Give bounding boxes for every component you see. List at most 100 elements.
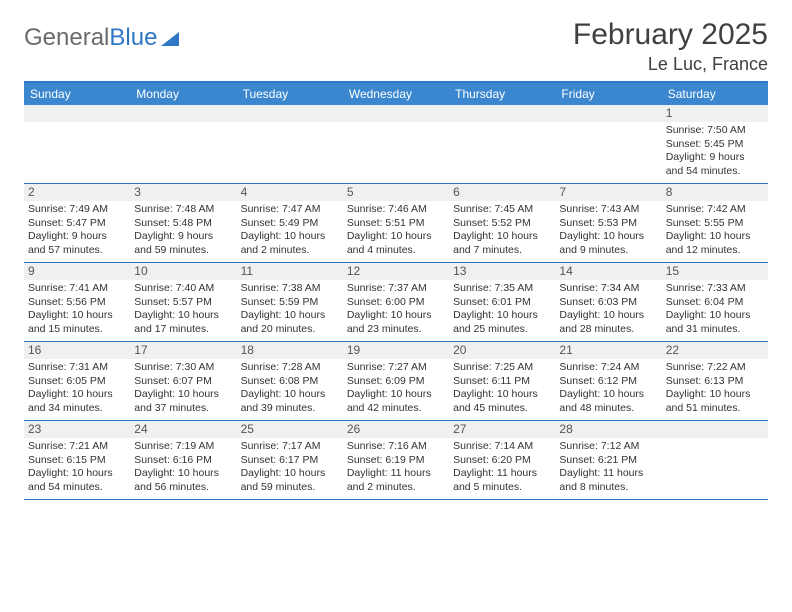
calendar-page: GeneralBlue February 2025 Le Luc, France…: [0, 0, 792, 518]
day-body: Sunrise: 7:38 AMSunset: 5:59 PMDaylight:…: [237, 280, 343, 341]
week-row: 2Sunrise: 7:49 AMSunset: 5:47 PMDaylight…: [24, 184, 768, 263]
day-number: 26: [343, 421, 449, 438]
day-cell: 10Sunrise: 7:40 AMSunset: 5:57 PMDayligh…: [130, 263, 236, 341]
day-cell: 18Sunrise: 7:28 AMSunset: 6:08 PMDayligh…: [237, 342, 343, 420]
day-body: Sunrise: 7:46 AMSunset: 5:51 PMDaylight:…: [343, 201, 449, 262]
sunset-text: Sunset: 6:13 PM: [666, 375, 764, 389]
day-body: Sunrise: 7:22 AMSunset: 6:13 PMDaylight:…: [662, 359, 768, 420]
sunset-text: Sunset: 5:55 PM: [666, 217, 764, 231]
day-body: Sunrise: 7:37 AMSunset: 6:00 PMDaylight:…: [343, 280, 449, 341]
day-body: Sunrise: 7:41 AMSunset: 5:56 PMDaylight:…: [24, 280, 130, 341]
day-number: 18: [237, 342, 343, 359]
sunrise-text: Sunrise: 7:37 AM: [347, 282, 445, 296]
month-title: February 2025: [573, 18, 768, 52]
logo-triangle-icon: [161, 32, 179, 46]
sunset-text: Sunset: 5:57 PM: [134, 296, 232, 310]
day-number: 16: [24, 342, 130, 359]
sunset-text: Sunset: 6:00 PM: [347, 296, 445, 310]
sunrise-text: Sunrise: 7:27 AM: [347, 361, 445, 375]
dow-monday: Monday: [130, 83, 236, 105]
week-row: 1Sunrise: 7:50 AMSunset: 5:45 PMDaylight…: [24, 105, 768, 184]
day-cell: [24, 105, 130, 183]
sunrise-text: Sunrise: 7:30 AM: [134, 361, 232, 375]
daylight-text: Daylight: 10 hours and 2 minutes.: [241, 230, 339, 257]
sunrise-text: Sunrise: 7:17 AM: [241, 440, 339, 454]
daylight-text: Daylight: 10 hours and 42 minutes.: [347, 388, 445, 415]
sunrise-text: Sunrise: 7:38 AM: [241, 282, 339, 296]
day-cell: [130, 105, 236, 183]
logo-word1: General: [24, 24, 109, 52]
daylight-text: Daylight: 10 hours and 54 minutes.: [28, 467, 126, 494]
sunrise-text: Sunrise: 7:48 AM: [134, 203, 232, 217]
day-cell: 23Sunrise: 7:21 AMSunset: 6:15 PMDayligh…: [24, 421, 130, 499]
sunset-text: Sunset: 5:48 PM: [134, 217, 232, 231]
day-body: Sunrise: 7:50 AMSunset: 5:45 PMDaylight:…: [662, 122, 768, 183]
day-number: 7: [555, 184, 661, 201]
day-cell: 6Sunrise: 7:45 AMSunset: 5:52 PMDaylight…: [449, 184, 555, 262]
dow-sunday: Sunday: [24, 83, 130, 105]
sunset-text: Sunset: 5:51 PM: [347, 217, 445, 231]
day-body: Sunrise: 7:12 AMSunset: 6:21 PMDaylight:…: [555, 438, 661, 499]
sunrise-text: Sunrise: 7:12 AM: [559, 440, 657, 454]
sunset-text: Sunset: 6:15 PM: [28, 454, 126, 468]
day-cell: 27Sunrise: 7:14 AMSunset: 6:20 PMDayligh…: [449, 421, 555, 499]
day-number: 3: [130, 184, 236, 201]
day-number: 14: [555, 263, 661, 280]
day-body: Sunrise: 7:28 AMSunset: 6:08 PMDaylight:…: [237, 359, 343, 420]
day-cell: 7Sunrise: 7:43 AMSunset: 5:53 PMDaylight…: [555, 184, 661, 262]
sunrise-text: Sunrise: 7:43 AM: [559, 203, 657, 217]
day-body: Sunrise: 7:48 AMSunset: 5:48 PMDaylight:…: [130, 201, 236, 262]
day-cell: [662, 421, 768, 499]
daylight-text: Daylight: 10 hours and 7 minutes.: [453, 230, 551, 257]
sunrise-text: Sunrise: 7:21 AM: [28, 440, 126, 454]
title-block: February 2025 Le Luc, France: [573, 18, 768, 75]
sunset-text: Sunset: 6:19 PM: [347, 454, 445, 468]
sunset-text: Sunset: 5:52 PM: [453, 217, 551, 231]
sunset-text: Sunset: 6:05 PM: [28, 375, 126, 389]
daylight-text: Daylight: 11 hours and 5 minutes.: [453, 467, 551, 494]
sunset-text: Sunset: 6:07 PM: [134, 375, 232, 389]
day-number: 12: [343, 263, 449, 280]
day-number: 8: [662, 184, 768, 201]
sunrise-text: Sunrise: 7:50 AM: [666, 124, 764, 138]
sunrise-text: Sunrise: 7:42 AM: [666, 203, 764, 217]
sunrise-text: Sunrise: 7:33 AM: [666, 282, 764, 296]
daylight-text: Daylight: 10 hours and 9 minutes.: [559, 230, 657, 257]
day-cell: 25Sunrise: 7:17 AMSunset: 6:17 PMDayligh…: [237, 421, 343, 499]
dow-wednesday: Wednesday: [343, 83, 449, 105]
day-cell: 20Sunrise: 7:25 AMSunset: 6:11 PMDayligh…: [449, 342, 555, 420]
sunset-text: Sunset: 6:12 PM: [559, 375, 657, 389]
day-number: 15: [662, 263, 768, 280]
day-body: Sunrise: 7:25 AMSunset: 6:11 PMDaylight:…: [449, 359, 555, 420]
day-cell: 2Sunrise: 7:49 AMSunset: 5:47 PMDaylight…: [24, 184, 130, 262]
calendar-grid: Sunday Monday Tuesday Wednesday Thursday…: [24, 81, 768, 500]
day-body: Sunrise: 7:30 AMSunset: 6:07 PMDaylight:…: [130, 359, 236, 420]
sunrise-text: Sunrise: 7:16 AM: [347, 440, 445, 454]
day-cell: 9Sunrise: 7:41 AMSunset: 5:56 PMDaylight…: [24, 263, 130, 341]
day-body: Sunrise: 7:27 AMSunset: 6:09 PMDaylight:…: [343, 359, 449, 420]
sunset-text: Sunset: 6:16 PM: [134, 454, 232, 468]
daylight-text: Daylight: 10 hours and 12 minutes.: [666, 230, 764, 257]
sunset-text: Sunset: 5:59 PM: [241, 296, 339, 310]
sunset-text: Sunset: 5:56 PM: [28, 296, 126, 310]
day-number: 19: [343, 342, 449, 359]
day-cell: 1Sunrise: 7:50 AMSunset: 5:45 PMDaylight…: [662, 105, 768, 183]
weeks-container: 1Sunrise: 7:50 AMSunset: 5:45 PMDaylight…: [24, 105, 768, 500]
day-number: 27: [449, 421, 555, 438]
day-number: 21: [555, 342, 661, 359]
sunset-text: Sunset: 6:17 PM: [241, 454, 339, 468]
day-cell: [237, 105, 343, 183]
day-cell: 14Sunrise: 7:34 AMSunset: 6:03 PMDayligh…: [555, 263, 661, 341]
day-cell: 13Sunrise: 7:35 AMSunset: 6:01 PMDayligh…: [449, 263, 555, 341]
day-cell: 4Sunrise: 7:47 AMSunset: 5:49 PMDaylight…: [237, 184, 343, 262]
day-cell: 17Sunrise: 7:30 AMSunset: 6:07 PMDayligh…: [130, 342, 236, 420]
day-number: 23: [24, 421, 130, 438]
day-body: Sunrise: 7:21 AMSunset: 6:15 PMDaylight:…: [24, 438, 130, 499]
location-label: Le Luc, France: [573, 54, 768, 75]
dow-thursday: Thursday: [449, 83, 555, 105]
day-body: Sunrise: 7:14 AMSunset: 6:20 PMDaylight:…: [449, 438, 555, 499]
sunset-text: Sunset: 6:08 PM: [241, 375, 339, 389]
day-cell: 21Sunrise: 7:24 AMSunset: 6:12 PMDayligh…: [555, 342, 661, 420]
sunset-text: Sunset: 5:49 PM: [241, 217, 339, 231]
day-cell: 24Sunrise: 7:19 AMSunset: 6:16 PMDayligh…: [130, 421, 236, 499]
